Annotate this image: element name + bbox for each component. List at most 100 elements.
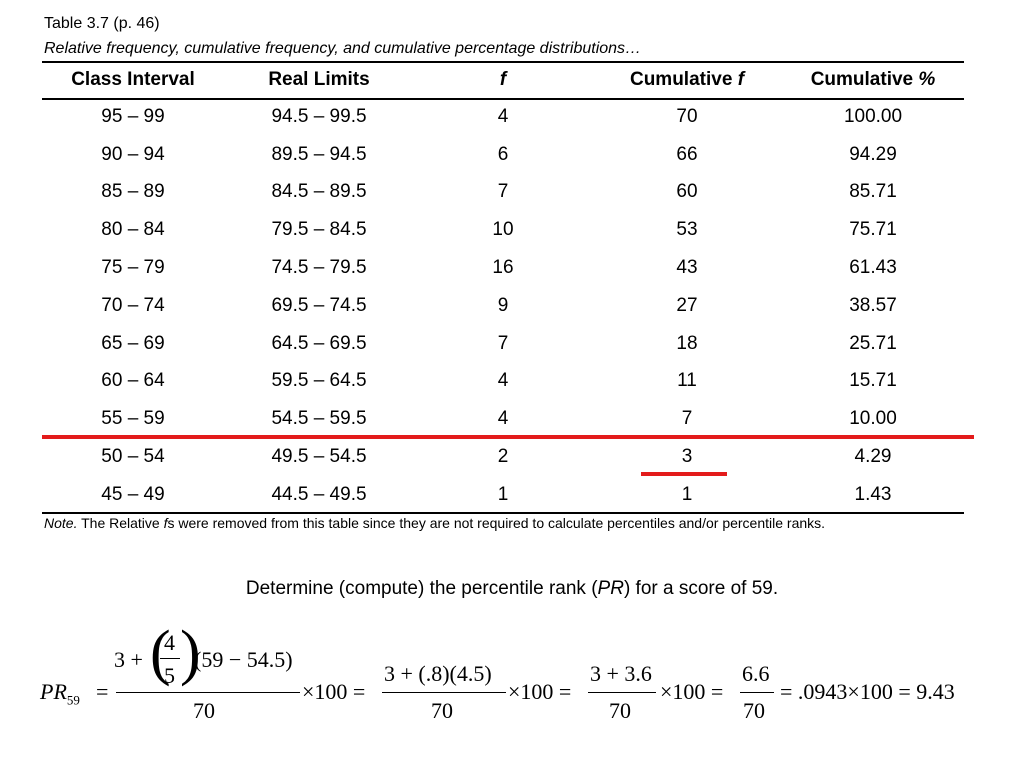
question-before: Determine (compute) the percentile rank … [245,578,598,599]
table-row: 95 – 99 94.5 – 99.5 4 70 100.00 [42,98,964,136]
cell-real-limits: 54.5 – 59.5 [271,408,367,430]
eq-term4-den: 70 [743,698,765,723]
cell-cumulative-pct: 85.71 [849,181,897,203]
cell-real-limits: 59.5 – 64.5 [271,370,367,392]
table-row: 70 – 74 69.5 – 74.5 9 27 38.57 [42,287,964,325]
eq-equals-1: = [96,679,109,704]
note-label: Note. [44,515,78,531]
header-cumulative-pct-word: Cumulative [810,69,914,90]
header-cumulative-pct-symbol: % [918,69,936,90]
cell-f: 2 [497,446,509,468]
cell-cumulative-f: 27 [676,294,698,316]
table-row: 60 – 64 59.5 – 64.5 4 11 15.71 [42,363,964,401]
question-pr: PR [597,578,624,599]
cell-cumulative-pct: 75.71 [849,219,897,241]
eq-term1-suffix: (59 − 54.5) [194,647,293,672]
cell-f: 4 [497,370,509,392]
cell-class-interval: 85 – 89 [101,181,165,203]
cell-class-interval: 70 – 74 [101,294,165,316]
cell-class-interval: 65 – 69 [101,332,165,354]
cell-cumulative-pct: 25.71 [849,332,897,354]
table-caption-title: Table 3.7 (p. 46) [44,15,160,32]
cell-cumulative-f: 60 [676,181,698,203]
cell-real-limits: 49.5 – 54.5 [271,446,367,468]
note-text-after: s were removed from this table since the… [167,515,826,531]
header-cumulative-f: Cumulative f [592,62,782,98]
question-text: Determine (compute) the percentile rank … [0,578,1024,600]
cell-f: 4 [497,408,509,430]
cell-cumulative-pct: 15.71 [849,370,897,392]
cell-cumulative-pct: 94.29 [849,143,897,165]
cell-real-limits: 44.5 – 49.5 [271,483,367,505]
distribution-table: Class Interval Real Limits f Cumulative … [42,62,964,514]
table-row: 90 – 94 89.5 – 94.5 6 66 94.29 [42,136,964,174]
eq-lhs-subscript: 59 [66,692,80,708]
eq-term1-inner-bar [160,658,180,660]
table-body: 95 – 99 94.5 – 99.5 4 70 100.00 90 – 94 89.5 –… [42,98,964,514]
cell-cumulative-pct: 4.29 [854,446,892,468]
eq-times100-3: ×100 = [660,679,724,704]
cell-cumulative-f: 66 [676,143,698,165]
cell-cumulative-pct: 100.00 [843,105,903,127]
header-class-interval: Class Interval [71,69,195,90]
header-cumulative-f-symbol: f [737,69,745,90]
cell-class-interval: 80 – 84 [101,219,165,241]
cell-f: 4 [497,105,509,127]
header-cumulative-pct: Cumulative % [782,62,964,98]
eq-term4-bar [740,692,774,694]
eq-term3-bar [588,692,656,694]
table-top-rule [42,61,964,63]
header-real-limits: Real Limits [268,69,370,90]
cell-cumulative-f: 70 [676,105,698,127]
cell-real-limits: 79.5 – 84.5 [271,219,367,241]
table-row: 50 – 54 49.5 – 54.5 2 3 4.29 [42,438,964,476]
table-row: 75 – 79 74.5 – 79.5 16 43 61.43 [42,249,964,287]
cell-cumulative-f: 7 [681,408,693,430]
cell-class-interval: 90 – 94 [101,143,165,165]
header-f-symbol: f [499,69,507,90]
eq-term3-den: 70 [609,698,631,723]
eq-lhs-symbol: PR [40,679,67,704]
cell-f: 7 [497,181,509,203]
cell-real-limits: 64.5 – 69.5 [271,332,367,354]
cell-f: 7 [497,332,509,354]
highlight-divider-line [42,435,974,439]
table-row: 55 – 59 54.5 – 59.5 4 7 10.00 [42,400,964,438]
cell-real-limits: 69.5 – 74.5 [271,294,367,316]
cell-cumulative-f: 43 [676,257,698,279]
cell-real-limits: 94.5 – 99.5 [271,105,367,127]
eq-term1-bar [116,692,300,694]
cell-class-interval: 75 – 79 [101,257,165,279]
table-header-rule [42,98,964,100]
cell-f: 1 [497,483,509,505]
table-bottom-rule [42,512,964,514]
cell-f: 16 [492,257,514,279]
cell-class-interval: 50 – 54 [101,446,165,468]
cell-cumulative-f: 18 [676,332,698,354]
cell-real-limits: 74.5 – 79.5 [271,257,367,279]
eq-term1-inner-num: 4 [164,630,175,655]
table-note: Note. The Relative fs were removed from … [44,515,825,531]
cell-class-interval: 55 – 59 [101,408,165,430]
cell-real-limits: 89.5 – 94.5 [271,143,367,165]
eq-term1-left-paren: ( [150,619,171,687]
header-f: f [414,62,592,98]
highlight-cell-underline [641,472,727,476]
cell-f: 6 [497,143,509,165]
eq-term1-inner-den: 5 [164,663,175,688]
cell-cumulative-pct: 38.57 [849,294,897,316]
cell-class-interval: 45 – 49 [101,483,165,505]
eq-times100-2: ×100 = [508,679,572,704]
header-cumulative-f-word: Cumulative [629,69,733,90]
cell-f: 9 [497,294,509,316]
eq-term4-num: 6.6 [742,661,770,686]
eq-result: = .0943×100 = 9.43 [780,679,955,704]
eq-term1-right-paren: ) [180,619,201,687]
cell-f: 10 [492,219,514,241]
question-after: ) for a score of 59. [623,578,779,599]
cell-class-interval: 60 – 64 [101,370,165,392]
cell-cumulative-f: 3 [681,446,693,468]
cell-cumulative-f: 53 [676,219,698,241]
note-italic-f: f [163,515,168,531]
note-text-before: The Relative [77,515,164,531]
